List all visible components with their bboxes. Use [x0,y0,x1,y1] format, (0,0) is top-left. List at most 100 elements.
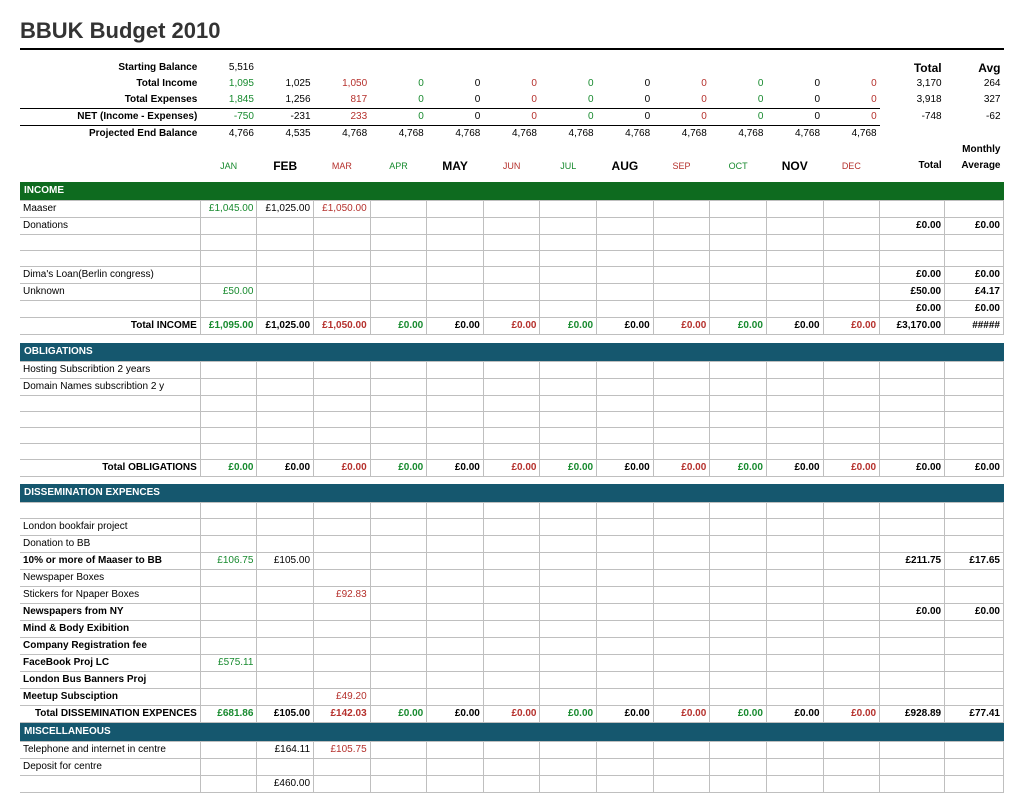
projected-m10: 4,768 [766,126,823,143]
dissemination-row0-m11 [823,503,880,519]
col-total-label: Total [880,158,945,174]
obligations-row1-m5 [483,378,540,395]
dissemination-row6-m4 [427,604,484,621]
income-row3-m11 [823,251,880,267]
income-row4-m5 [483,267,540,284]
misc-row1-m0 [200,759,257,776]
obligations-total-m0: £0.00 [200,459,257,476]
dissemination-row4-m8 [653,570,710,587]
obligations-row0-label: Hosting Subscribtion 2 years [20,361,200,378]
obligations-row1-m3 [370,378,427,395]
projected-m3: 4,768 [370,126,427,143]
misc-row0-m1: £164.11 [257,742,314,759]
misc-row2-m1: £460.00 [257,776,314,793]
total-expenses-m10: 0 [766,92,823,109]
obligations-row2-m6 [540,395,597,411]
obligations-total-m1: £0.00 [257,459,314,476]
income-row3-m4 [427,251,484,267]
income-row5-avg: £4.17 [945,284,1004,301]
dissemination-row1-m11 [823,519,880,536]
dissemination-row8-m11 [823,638,880,655]
income-row0-m3 [370,201,427,218]
dissemination-grand-avg: £77.41 [945,706,1004,723]
income-row6-m9 [710,301,767,318]
total-income-m6: 0 [540,76,597,92]
obligations-row1-total [880,378,945,395]
income-row1-m1 [257,218,314,235]
month-MAY: MAY [427,158,484,174]
dissemination-row2-m0 [200,536,257,553]
dissemination-row5-m5 [483,587,540,604]
misc-row1-m3 [370,759,427,776]
dissemination-row8-m7 [597,638,654,655]
misc-row0-m10 [766,742,823,759]
income-row1-m11 [823,218,880,235]
misc-row1-m1 [257,759,314,776]
dissemination-total-m6: £0.00 [540,706,597,723]
obligations-row1-label: Domain Names subscribtion 2 y [20,378,200,395]
obligations-row5-m10 [766,443,823,459]
income-row2-m3 [370,235,427,251]
obligations-total-m5: £0.00 [483,459,540,476]
dissemination-row1-m8 [653,519,710,536]
dissemination-row3-total: £211.75 [880,553,945,570]
income-row6-m7 [597,301,654,318]
total-expenses-m9: 0 [710,92,767,109]
dissemination-row7-m6 [540,621,597,638]
obligations-row1-m4 [427,378,484,395]
obligations-total-m3: £0.00 [370,459,427,476]
dissemination-row9-label: FaceBook Proj LC [20,655,200,672]
income-row1-m8 [653,218,710,235]
dissemination-row2-m8 [653,536,710,553]
dissemination-row9-m11 [823,655,880,672]
obligations-row2-m2 [314,395,371,411]
obligations-row3-m1 [257,411,314,427]
dissemination-row2-m4 [427,536,484,553]
dissemination-row10-m8 [653,672,710,689]
income-row4-label: Dima's Loan(Berlin congress) [20,267,200,284]
total-income-avg: 264 [945,76,1004,92]
month-FEB: FEB [257,158,314,174]
income-row5-m2 [314,284,371,301]
income-row6-m6 [540,301,597,318]
income-row4-m2 [314,267,371,284]
obligations-row5-m2 [314,443,371,459]
obligations-total-m4: £0.00 [427,459,484,476]
misc-row2-m0 [200,776,257,793]
misc-row2-avg [945,776,1004,793]
obligations-row3-m7 [597,411,654,427]
misc-row1-m5 [483,759,540,776]
obligations-row2-m5 [483,395,540,411]
dissemination-row6-m11 [823,604,880,621]
dissemination-row7-label: Mind & Body Exibition [20,621,200,638]
income-row4-m4 [427,267,484,284]
net-m9: 0 [710,109,767,126]
total-income-m2: 1,050 [314,76,371,92]
dissemination-row8-m6 [540,638,597,655]
net-m2: 233 [314,109,371,126]
dissemination-row10-m10 [766,672,823,689]
obligations-row5-m9 [710,443,767,459]
total-income-m7: 0 [597,76,654,92]
dissemination-total-m9: £0.00 [710,706,767,723]
obligations-row2-m9 [710,395,767,411]
income-total-m1: £1,025.00 [257,318,314,335]
dissemination-row2-m11 [823,536,880,553]
obligations-row0-m1 [257,361,314,378]
obligations-row3-m4 [427,411,484,427]
income-row4-m1 [257,267,314,284]
net-m0: -750 [200,109,257,126]
total-expenses-m6: 0 [540,92,597,109]
dissemination-total-m0: £681.86 [200,706,257,723]
income-row6-m2 [314,301,371,318]
misc-row2-m2 [314,776,371,793]
projected-m7: 4,768 [597,126,654,143]
obligations-row3-label [20,411,200,427]
obligations-row5-m5 [483,443,540,459]
obligations-row0-m11 [823,361,880,378]
net-m4: 0 [427,109,484,126]
dissemination-row3-m1: £105.00 [257,553,314,570]
dissemination-row7-m5 [483,621,540,638]
income-row5-m11 [823,284,880,301]
dissemination-row0-m2 [314,503,371,519]
